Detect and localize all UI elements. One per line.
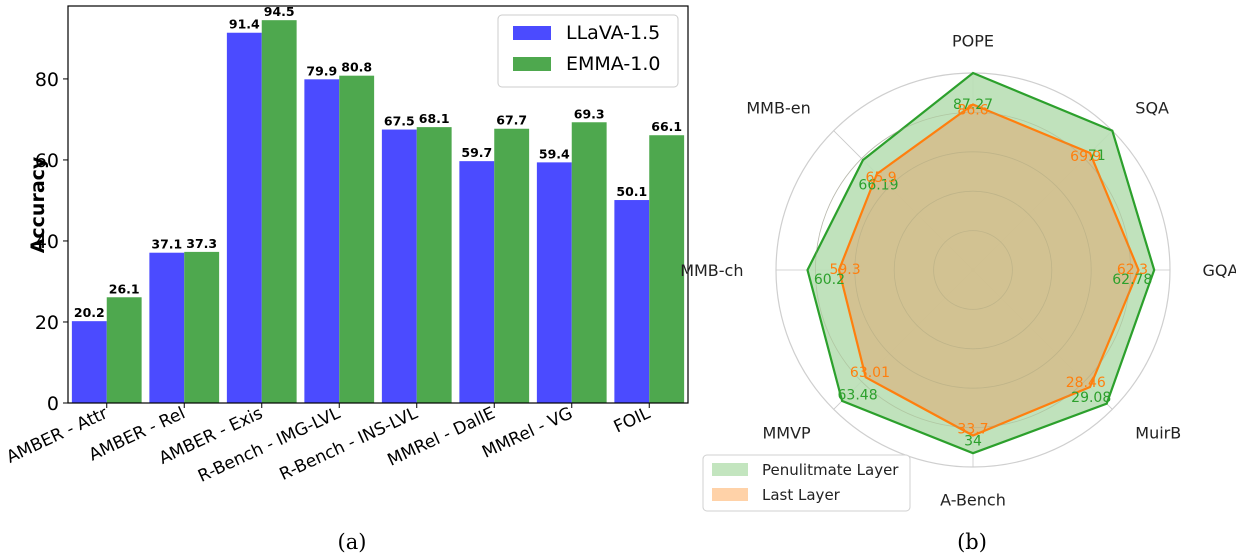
data-label: 68.1: [419, 111, 450, 126]
radar-labels: POPE SQA GQA MuirB A-Bench MMVP MMB-ch MMB-en 87…: [680, 31, 1236, 509]
radar-value-label: 66.19: [858, 177, 898, 193]
data-label: 37.1: [151, 237, 182, 252]
data-label: 20.2: [74, 305, 105, 320]
radar-grid-overlay: [893, 190, 1053, 350]
radar-value-label: 62.3: [1117, 262, 1148, 278]
bar-llava-1-5-mmrel-vg: [536, 162, 572, 403]
bar-emma-1-0-foil: [649, 135, 685, 404]
bar-emma-1-0-mmrel-dalle: [494, 128, 530, 404]
radar-category-pope: POPE: [952, 31, 994, 50]
radar-series: [806, 71, 1156, 455]
radar-category-mmb-ch: MMB-ch: [680, 261, 743, 280]
caption-b: (b): [957, 530, 987, 554]
legend-label-llava-1-5: LLaVA-1.5: [566, 22, 660, 44]
plot-frame: [67, 5, 689, 404]
radar-legend-swatch-penulitmate-layer: [712, 463, 748, 476]
bar-llava-1-5-amber-exis: [226, 32, 262, 404]
y-tick-label: 80: [35, 69, 59, 91]
radar-legend-label-last-layer: Last Layer: [762, 486, 841, 504]
radar-grid-overlay: [933, 230, 1013, 310]
radar-value-label: 65.9: [866, 170, 897, 186]
data-label: 94.5: [264, 4, 295, 19]
x-tick-label: R-Bench - INS-LVL: [276, 403, 421, 485]
radar-grid-overlay: [815, 111, 1132, 429]
bar-emma-1-0-amber-rel: [184, 251, 220, 403]
radar-category-gqa: GQA: [1203, 261, 1236, 280]
radar-legend-box: [702, 454, 911, 512]
data-label: 79.9: [306, 63, 337, 78]
radar-value-label: 87.27: [953, 97, 993, 113]
radar-value-label: 63.48: [838, 387, 878, 403]
y-tick-label: 40: [35, 231, 59, 253]
radar-value-label: 71: [1088, 148, 1106, 164]
data-label: 50.1: [616, 184, 647, 199]
radar-category-mmb-en: MMB-en: [746, 99, 810, 118]
y-tick-label: 60: [35, 150, 59, 172]
radar-value-label: 33.7: [957, 421, 988, 437]
data-label: 67.7: [496, 113, 527, 128]
bar-chart-bars: 20.2 26.1 37.1 37.3 91.4 94.5 79.9 80.8 67.5 68.1…: [71, 4, 685, 404]
bar-emma-1-0-amber-attr: [106, 297, 142, 403]
data-label: 59.4: [539, 146, 570, 161]
radar-value-label: 59.3: [829, 262, 860, 278]
radar-value-label: 29.08: [1071, 390, 1111, 406]
data-label: 26.1: [109, 281, 140, 296]
bar-llava-1-5-r-bench-ins-lvl: [381, 129, 417, 403]
x-tick-label: FOIL: [611, 403, 654, 437]
bar-legend: LLaVA-1.5 EMMA-1.0: [497, 14, 679, 88]
bar-llava-1-5-amber-attr: [71, 321, 107, 403]
data-label: 59.7: [461, 145, 492, 160]
radar-value-label: 60.2: [814, 272, 845, 288]
data-label: 67.5: [384, 114, 415, 129]
legend-label-emma-1-0: EMMA-1.0: [566, 53, 660, 75]
y-tick-label: 20: [35, 312, 59, 334]
radar-polygon-last-layer: [837, 103, 1140, 437]
legend-swatch-emma-1-0: [513, 57, 551, 71]
bar-chart-panel: 20.2 26.1 37.1 37.3 91.4 94.5 79.9 80.8 67.5 68.1…: [4, 4, 689, 554]
radar-chart-panel: POPE SQA GQA MuirB A-Bench MMVP MMB-ch MMB-en 87…: [680, 31, 1236, 554]
data-label: 69.3: [574, 106, 605, 121]
bar-emma-1-0-r-bench-ins-lvl: [416, 127, 452, 403]
radar-legend: Penulitmate Layer Last Layer: [702, 454, 911, 512]
data-label: 66.1: [651, 119, 682, 134]
radar-value-label: 69.9: [1070, 149, 1101, 165]
radar-legend-label-penulitmate-layer: Penulitmate Layer: [762, 461, 899, 479]
y-tick-label: 0: [47, 393, 59, 415]
radar-category-mmvp: MMVP: [763, 423, 812, 442]
data-label: 37.3: [186, 236, 217, 251]
radar-value-label: 63.01: [850, 365, 890, 381]
data-label: 91.4: [229, 17, 260, 32]
radar-category-sqa: SQA: [1135, 99, 1169, 118]
y-axis-label: Accuracy: [27, 156, 49, 253]
radar-category-muirb: MuirB: [1135, 423, 1181, 442]
bar-llava-1-5-mmrel-dalle: [459, 161, 495, 403]
radar-value-label: 34: [964, 433, 982, 449]
radar-category-a-bench: A-Bench: [940, 491, 1006, 510]
caption-a: (a): [338, 530, 367, 554]
radar-value-label: 62.78: [1112, 272, 1152, 288]
bar-llava-1-5-r-bench-img-lvl: [304, 79, 340, 403]
bar-emma-1-0-amber-exis: [261, 20, 297, 404]
bar-llava-1-5-amber-rel: [149, 252, 185, 403]
radar-grid-overlay: [854, 151, 1092, 389]
radar-value-label: 86.6: [957, 103, 988, 119]
radar-value-label: 28.46: [1066, 375, 1106, 391]
bar-llava-1-5-foil: [614, 200, 650, 403]
bar-emma-1-0-r-bench-img-lvl: [339, 75, 375, 403]
legend-swatch-llava-1-5: [513, 26, 551, 40]
data-label: 80.8: [341, 60, 372, 75]
radar-legend-swatch-last-layer: [712, 488, 748, 501]
bar-emma-1-0-mmrel-vg: [571, 122, 607, 403]
